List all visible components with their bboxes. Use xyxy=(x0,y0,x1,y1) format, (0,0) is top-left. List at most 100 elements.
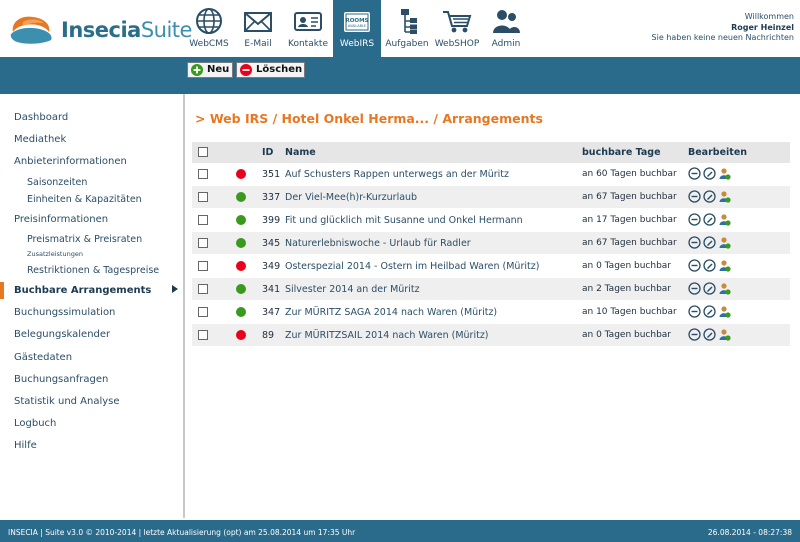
edit-icon[interactable] xyxy=(703,305,716,318)
row-checkbox[interactable] xyxy=(198,192,208,202)
edit-icon[interactable] xyxy=(703,167,716,180)
sidebar-item-anbieterinformationen[interactable]: Anbieterinformationen xyxy=(14,156,127,167)
deactivate-icon[interactable] xyxy=(688,282,701,295)
nav-label: WebSHOP xyxy=(434,39,480,49)
sidebar-item-statistik[interactable]: Statistik und Analyse xyxy=(14,396,120,407)
deactivate-icon[interactable] xyxy=(688,328,701,341)
row-checkbox[interactable] xyxy=(198,261,208,271)
header-edit: Bearbeiten xyxy=(688,147,748,158)
row-actions xyxy=(688,236,736,252)
deactivate-icon[interactable] xyxy=(688,213,701,226)
sidebar-item-einheiten[interactable]: Einheiten & Kapazitäten xyxy=(27,194,142,205)
table-row[interactable]: 345 Naturerlebniswoche - Urlaub für Radle… xyxy=(192,232,790,255)
sidebar-item-restriktionen[interactable]: Restriktionen & Tagespreise xyxy=(27,265,160,276)
breadcrumb[interactable]: > Web IRS / Hotel Onkel Herma... / Arran… xyxy=(195,111,543,126)
sidebar-item-gaestedaten[interactable]: Gästedaten xyxy=(14,352,73,363)
deactivate-icon[interactable] xyxy=(688,259,701,272)
sidebar-item-hilfe[interactable]: Hilfe xyxy=(14,440,37,451)
sidebar-item-buchbare-arrangements[interactable]: Buchbare Arrangements xyxy=(14,285,152,296)
row-name-link[interactable]: Der Viel-Mee(h)r-Kurzurlaub xyxy=(285,192,418,203)
table-header: ID Name buchbare Tage Bearbeiten xyxy=(192,142,790,163)
user-assign-icon[interactable] xyxy=(718,305,731,318)
user-assign-icon[interactable] xyxy=(718,213,731,226)
row-checkbox[interactable] xyxy=(198,169,208,179)
row-checkbox[interactable] xyxy=(198,330,208,340)
sidebar-item-preisinformationen[interactable]: Preisinformationen xyxy=(14,214,109,225)
user-assign-icon[interactable] xyxy=(718,236,731,249)
status-indicator-icon xyxy=(236,192,246,202)
user-assign-icon[interactable] xyxy=(718,259,731,272)
row-checkbox[interactable] xyxy=(198,238,208,248)
nav-kontakte[interactable]: Kontakte xyxy=(284,0,332,57)
row-name-link[interactable]: Fit und glücklich mit Susanne und Onkel … xyxy=(285,215,523,226)
insecia-logo[interactable]: InseciaSuite xyxy=(9,12,192,48)
user-assign-icon[interactable] xyxy=(718,167,731,180)
nav-label: Kontakte xyxy=(288,39,328,49)
header-id[interactable]: ID xyxy=(262,147,274,158)
edit-icon[interactable] xyxy=(703,190,716,203)
user-name[interactable]: Roger Heinzel xyxy=(731,22,794,32)
deactivate-icon[interactable] xyxy=(688,167,701,180)
sidebar-item-zusatzleistungen[interactable]: Zusatzleistungen xyxy=(27,250,83,258)
row-checkbox[interactable] xyxy=(198,215,208,225)
contact-card-icon xyxy=(294,12,322,31)
sidebar-item-saisonzeiten[interactable]: Saisonzeiten xyxy=(27,177,88,188)
user-assign-icon[interactable] xyxy=(718,328,731,341)
delete-button[interactable]: Löschen xyxy=(236,62,305,78)
envelope-icon xyxy=(244,12,272,32)
row-checkbox[interactable] xyxy=(198,284,208,294)
svg-text:AVAILABLE: AVAILABLE xyxy=(348,24,366,28)
active-indicator xyxy=(0,282,4,299)
nav-admin[interactable]: Admin xyxy=(482,0,530,57)
row-name-link[interactable]: Osterspezial 2014 - Ostern im Heilbad Wa… xyxy=(285,261,540,272)
table-row[interactable]: 347 Zur MÜRITZ SAGA 2014 nach Waren (Müri… xyxy=(192,301,790,324)
sidebar-item-mediathek[interactable]: Mediathek xyxy=(14,134,67,145)
edit-icon[interactable] xyxy=(703,328,716,341)
edit-icon[interactable] xyxy=(703,259,716,272)
row-id: 349 xyxy=(262,261,281,272)
row-name-link[interactable]: Zur MÜRITZSAIL 2014 nach Waren (Müritz) xyxy=(285,330,489,341)
nav-label: WebIRS xyxy=(339,39,375,49)
nav-webcms[interactable]: WebCMS xyxy=(185,0,233,57)
edit-icon[interactable] xyxy=(703,213,716,226)
row-name-link[interactable]: Silvester 2014 an der Müritz xyxy=(285,284,420,295)
sidebar-item-buchungssimulation[interactable]: Buchungssimulation xyxy=(14,307,116,318)
row-name-link[interactable]: Naturerlebniswoche - Urlaub für Radler xyxy=(285,238,471,249)
edit-icon[interactable] xyxy=(703,282,716,295)
select-all-checkbox[interactable] xyxy=(198,147,208,157)
table-row[interactable]: 89 Zur MÜRITZSAIL 2014 nach Waren (Müritz… xyxy=(192,324,790,347)
sidebar-item-logbuch[interactable]: Logbuch xyxy=(14,418,57,429)
table-row[interactable]: 337 Der Viel-Mee(h)r-Kurzurlaub an 67 Tage… xyxy=(192,186,790,209)
table-row[interactable]: 351 Auf Schusters Rappen unterwegs an der… xyxy=(192,163,790,186)
header-name[interactable]: Name xyxy=(285,147,316,158)
nav-email[interactable]: E-Mail xyxy=(234,0,282,57)
table-row[interactable]: 399 Fit und glücklich mit Susanne und Onk… xyxy=(192,209,790,232)
nav-aufgaben[interactable]: Aufgaben xyxy=(383,0,431,57)
edit-icon[interactable] xyxy=(703,236,716,249)
nav-webirs[interactable]: ROOMS AVAILABLE WebIRS xyxy=(333,0,381,57)
row-checkbox[interactable] xyxy=(198,307,208,317)
user-assign-icon[interactable] xyxy=(718,190,731,203)
sidebar-item-dashboard[interactable]: Dashboard xyxy=(14,112,69,123)
new-button[interactable]: Neu xyxy=(187,62,233,78)
deactivate-icon[interactable] xyxy=(688,190,701,203)
deactivate-icon[interactable] xyxy=(688,236,701,249)
table-row[interactable]: 341 Silvester 2014 an der Müritz an 2 Tage… xyxy=(192,278,790,301)
header-days[interactable]: buchbare Tage xyxy=(582,147,661,158)
row-name-link[interactable]: Auf Schusters Rappen unterwegs an der Mü… xyxy=(285,169,510,180)
delete-button-label: Löschen xyxy=(256,64,303,75)
nav-webshop[interactable]: WebSHOP xyxy=(433,0,481,57)
user-assign-icon[interactable] xyxy=(718,282,731,295)
shopping-cart-icon xyxy=(443,11,472,33)
delete-icon xyxy=(240,64,252,76)
sidebar: Dashboard Mediathek Anbieterinformatione… xyxy=(0,94,185,518)
row-name-link[interactable]: Zur MÜRITZ SAGA 2014 nach Waren (Müritz) xyxy=(285,307,498,318)
svg-text:ROOMS: ROOMS xyxy=(345,18,368,24)
sidebar-item-preismatrix[interactable]: Preismatrix & Preisraten xyxy=(27,234,143,245)
messages-notice[interactable]: Sie haben keine neuen Nachrichten xyxy=(651,33,794,42)
footer-datetime: 26.08.2014 - 08:27:38 xyxy=(707,528,792,537)
deactivate-icon[interactable] xyxy=(688,305,701,318)
sidebar-item-belegungskalender[interactable]: Belegungskalender xyxy=(14,329,111,340)
sidebar-item-buchungsanfragen[interactable]: Buchungsanfragen xyxy=(14,374,109,385)
table-row[interactable]: 349 Osterspezial 2014 - Ostern im Heilbad… xyxy=(192,255,790,278)
